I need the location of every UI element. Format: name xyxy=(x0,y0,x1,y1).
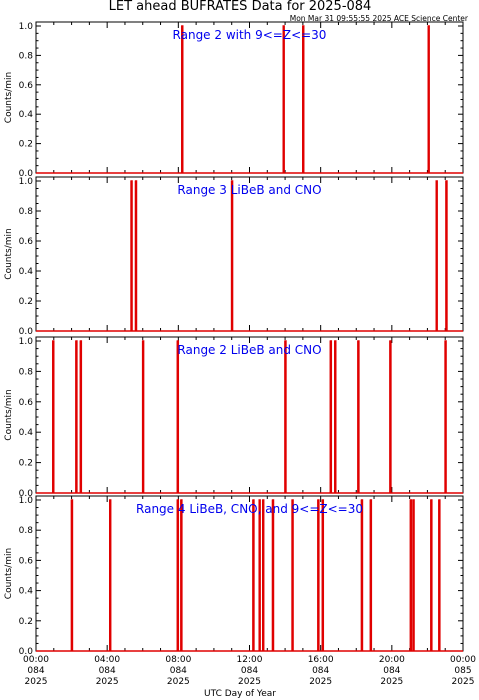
y-tick-label: 0.8 xyxy=(19,526,34,536)
panel-frame xyxy=(35,21,464,174)
x-tick-label: 085 xyxy=(454,666,471,676)
panel-title: Range 3 LiBeB and CNO xyxy=(177,183,321,197)
panels: 0.0 0.2 0.4 0.6 0.8 1.0 Counts/min Range 2 with… xyxy=(4,21,464,657)
x-tick-label: 084 xyxy=(99,666,116,676)
y-axis-title: Counts/min xyxy=(4,72,14,123)
panel-3: 0.0 0.2 0.4 0.6 0.8 1.0 Counts/min Range 2 LiBe… xyxy=(4,336,464,499)
y-tick-label: 0.4 xyxy=(19,110,34,120)
panel-title: Range 2 LiBeB and CNO xyxy=(177,343,321,357)
x-tick-label: 084 xyxy=(170,666,187,676)
data-series-line xyxy=(36,499,463,652)
y-tick-label: 0.2 xyxy=(19,617,33,627)
panel-frame xyxy=(35,495,464,652)
y-tick-label: 0.8 xyxy=(19,207,34,217)
x-tick-label: 2025 xyxy=(96,677,119,687)
y-tick-label: 0.6 xyxy=(19,237,34,247)
x-tick-label: 20:00 xyxy=(379,655,405,665)
x-tick-label: 04:00 xyxy=(94,655,120,665)
y-tick-label: 0.8 xyxy=(19,51,34,61)
y-tick-label: 1.0 xyxy=(19,22,34,32)
x-tick-label: 2025 xyxy=(452,677,475,687)
x-tick-label: 2025 xyxy=(380,677,403,687)
x-tick-label: 084 xyxy=(27,666,44,676)
x-axis-labels: 00:00084202504:00084202508:00084202512:0… xyxy=(23,655,476,687)
chart-title: LET ahead BUFRATES Data for 2025-084 xyxy=(109,0,372,14)
y-tick-label: 0.0 xyxy=(19,647,34,657)
panel-title: Range 2 with 9<=Z<=30 xyxy=(173,28,327,42)
x-axis-title: UTC Day of Year xyxy=(204,689,276,699)
y-tick-label: 0.4 xyxy=(19,428,34,438)
y-tick-label: 0.4 xyxy=(19,267,34,277)
y-tick-label: 0.6 xyxy=(19,398,34,408)
panel-2: 0.0 0.2 0.4 0.6 0.8 1.0 Counts/min Range 3 LiBe… xyxy=(4,176,464,337)
y-tick-label: 0.2 xyxy=(19,459,33,469)
x-tick-label: 084 xyxy=(383,666,400,676)
y-tick-label: 1.0 xyxy=(19,177,34,187)
x-tick-label: 00:00 xyxy=(23,655,49,665)
x-tick-label: 084 xyxy=(241,666,258,676)
x-tick-label: 00:00 xyxy=(450,655,476,665)
x-tick-label: 084 xyxy=(312,666,329,676)
y-tick-label: 0.4 xyxy=(19,587,34,597)
y-tick-label: 1.0 xyxy=(19,337,34,347)
y-tick-label: 0.0 xyxy=(19,489,34,499)
y-axis-title: Counts/min xyxy=(4,389,14,440)
x-tick-label: 08:00 xyxy=(165,655,191,665)
x-tick-label: 16:00 xyxy=(308,655,334,665)
data-series-line xyxy=(36,180,463,332)
y-axis-title: Counts/min xyxy=(4,228,14,279)
panel-title: Range 4 LiBeB, CNO, and 9<=Z<=30 xyxy=(136,502,363,516)
y-tick-label: 1.0 xyxy=(19,496,34,506)
y-tick-label: 0.2 xyxy=(19,297,33,307)
panel-4: 0.0 0.2 0.4 0.6 0.8 1.0 Counts/min Range 4 LiBe… xyxy=(4,495,464,657)
y-tick-label: 0.6 xyxy=(19,556,34,566)
x-tick-label: 2025 xyxy=(25,677,48,687)
data-series-line xyxy=(36,25,463,174)
timestamp: Mon Mar 31 09:55:55 2025 ACE Science Cen… xyxy=(290,14,469,23)
data-series-line xyxy=(36,340,463,494)
x-tick-label: 2025 xyxy=(238,677,261,687)
y-tick-label: 0.0 xyxy=(19,327,34,337)
panel-frame xyxy=(35,336,464,494)
panel-1: 0.0 0.2 0.4 0.6 0.8 1.0 Counts/min Range 2 with… xyxy=(4,21,464,179)
x-tick-label: 2025 xyxy=(309,677,332,687)
y-tick-label: 0.8 xyxy=(19,367,34,377)
x-tick-label: 2025 xyxy=(167,677,190,687)
y-tick-label: 0.6 xyxy=(19,81,34,91)
y-axis-title: Counts/min xyxy=(4,548,14,599)
panel-frame xyxy=(35,176,464,332)
x-tick-label: 12:00 xyxy=(237,655,263,665)
y-tick-label: 0.2 xyxy=(19,140,33,150)
y-tick-label: 0.0 xyxy=(19,169,34,179)
